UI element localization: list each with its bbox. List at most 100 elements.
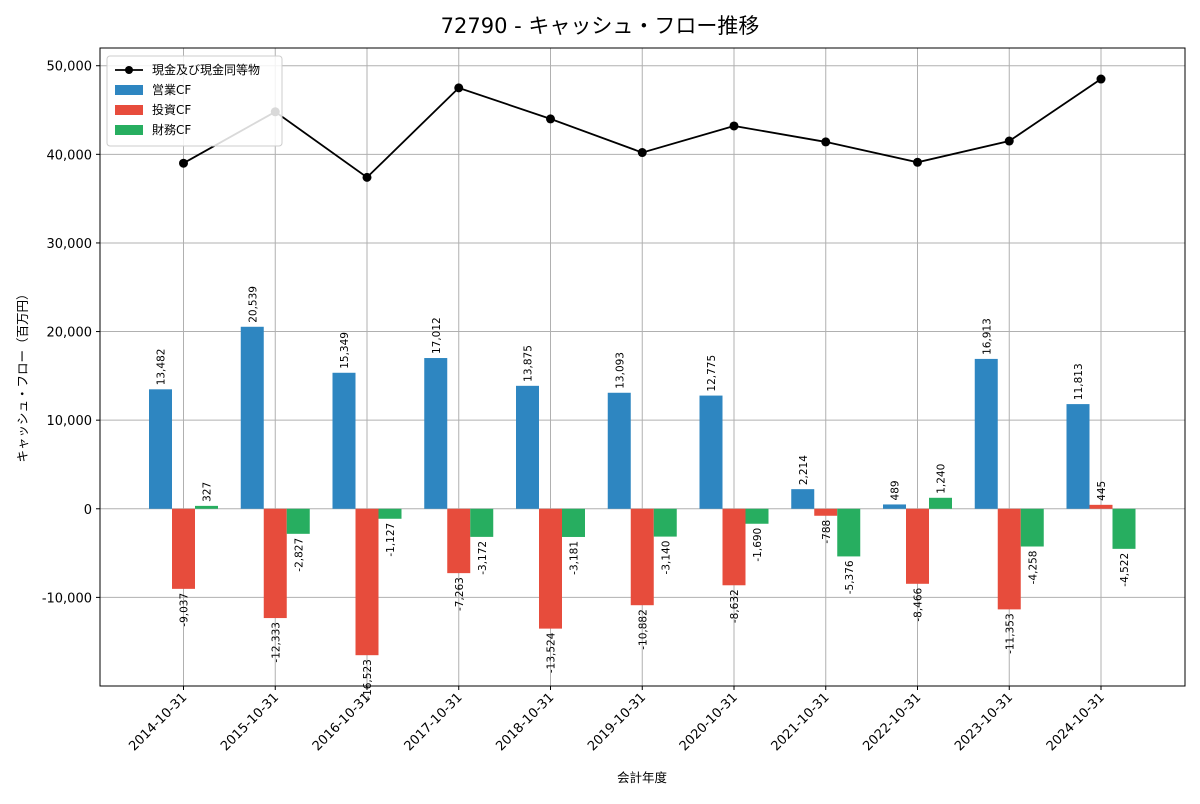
legend-swatch (115, 105, 143, 115)
bar-financing (837, 508, 861, 557)
bar-operating (516, 385, 539, 509)
data-label: 17,012 (431, 317, 443, 354)
bar-financing (562, 508, 585, 537)
data-label: -8,466 (913, 587, 925, 621)
bar-investing (172, 508, 195, 589)
data-label: -8,632 (729, 589, 741, 623)
y-tick-label: 20,000 (47, 326, 93, 341)
y-axis-label: キャッシュ・フロー（百万円） (15, 287, 30, 462)
data-label: -7,263 (454, 577, 466, 611)
bar-investing (997, 508, 1021, 610)
x-tick-label: 2017-10-31 (402, 690, 466, 754)
data-label: -3,172 (477, 541, 489, 575)
x-tick-label: 2016-10-31 (310, 690, 374, 754)
data-label: -2,827 (293, 538, 305, 572)
data-label: -10,882 (637, 609, 649, 650)
data-label: -16,523 (362, 659, 374, 700)
data-label: 1,240 (936, 464, 948, 494)
cash-balance-point (454, 83, 464, 93)
y-tick-label: 10,000 (47, 414, 93, 429)
bar-investing (1089, 504, 1113, 509)
cash-balance-point (1004, 136, 1014, 146)
cash-balance-point (1096, 74, 1106, 84)
y-tick-label: 40,000 (47, 148, 93, 163)
bar-investing (722, 508, 746, 586)
cash-balance-point (546, 114, 555, 124)
bar-operating (149, 389, 172, 509)
data-label: -11,353 (1004, 613, 1016, 654)
data-label: -5,376 (844, 560, 856, 594)
data-label: 2,214 (798, 455, 810, 485)
bar-operating (240, 326, 264, 509)
legend-entry: 現金及び現金同等物 (152, 62, 260, 77)
cash-balance-point (362, 172, 372, 182)
bar-financing (1112, 508, 1136, 549)
cash-balance-point (179, 158, 188, 168)
data-label: -1,127 (385, 523, 397, 557)
bar-investing (906, 508, 929, 584)
data-label: 12,775 (706, 355, 718, 392)
bar-operating (974, 358, 998, 509)
data-label: 13,093 (614, 352, 626, 389)
bar-financing (470, 508, 494, 537)
bar-financing (1020, 508, 1044, 547)
bar-investing (539, 508, 562, 629)
legend-marker (125, 66, 133, 74)
data-label: 16,913 (981, 318, 993, 355)
legend-swatch (115, 85, 143, 95)
bar-financing (286, 508, 310, 534)
bar-investing (630, 508, 654, 606)
legend-entry: 投資CF (152, 102, 191, 117)
bar-operating (883, 504, 906, 509)
x-tick-label: 2022-10-31 (860, 690, 924, 754)
y-tick-label: 0 (84, 503, 92, 518)
data-label: 13,875 (523, 345, 535, 382)
bar-investing (355, 508, 379, 656)
legend-entry: 営業CF (152, 83, 191, 97)
bar-investing (447, 508, 471, 574)
y-tick-label: -10,000 (42, 591, 92, 606)
data-label: 489 (890, 480, 902, 500)
data-label: 13,482 (156, 349, 168, 386)
data-label: -4,522 (1119, 553, 1131, 587)
x-tick-label: 2020-10-31 (677, 690, 741, 754)
data-label: -4,258 (1027, 551, 1039, 585)
data-label: 15,349 (339, 332, 351, 369)
bar-investing (263, 508, 287, 619)
legend-box (106, 55, 283, 147)
bar-financing (653, 508, 677, 537)
data-label: -13,524 (546, 632, 558, 673)
x-tick-label: 2021-10-31 (769, 690, 833, 754)
chart-title: 72790 - キャッシュ・フロー推移 (441, 14, 760, 38)
x-tick-label: 2015-10-31 (218, 690, 282, 754)
data-label: 11,813 (1073, 363, 1085, 400)
bar-financing (929, 497, 952, 509)
x-axis-label: 会計年度 (617, 770, 668, 785)
cash-balance-point (637, 148, 647, 158)
data-label: 327 (202, 482, 214, 502)
x-tick-label: 2023-10-31 (952, 690, 1016, 754)
cash-balance-point (729, 121, 739, 131)
legend-swatch (115, 125, 143, 135)
legend-entry: 財務CF (152, 122, 191, 137)
data-label: 445 (1096, 481, 1108, 501)
bar-operating (791, 489, 815, 509)
data-label: -788 (821, 520, 833, 544)
data-label: -3,181 (569, 541, 581, 575)
x-tick-label: 2018-10-31 (493, 690, 557, 754)
cash-balance-point (821, 137, 831, 147)
y-tick-label: 30,000 (47, 237, 93, 252)
x-tick-label: 2014-10-31 (126, 690, 190, 754)
bar-operating (1066, 404, 1090, 509)
data-label: -9,037 (179, 593, 191, 627)
bar-operating (332, 372, 356, 509)
bar-operating (607, 392, 631, 509)
bar-operating (424, 358, 448, 509)
x-tick-label: 2019-10-31 (585, 690, 649, 754)
y-tick-label: 50,000 (47, 60, 93, 75)
bar-operating (699, 395, 723, 509)
data-label: 20,539 (247, 286, 259, 323)
